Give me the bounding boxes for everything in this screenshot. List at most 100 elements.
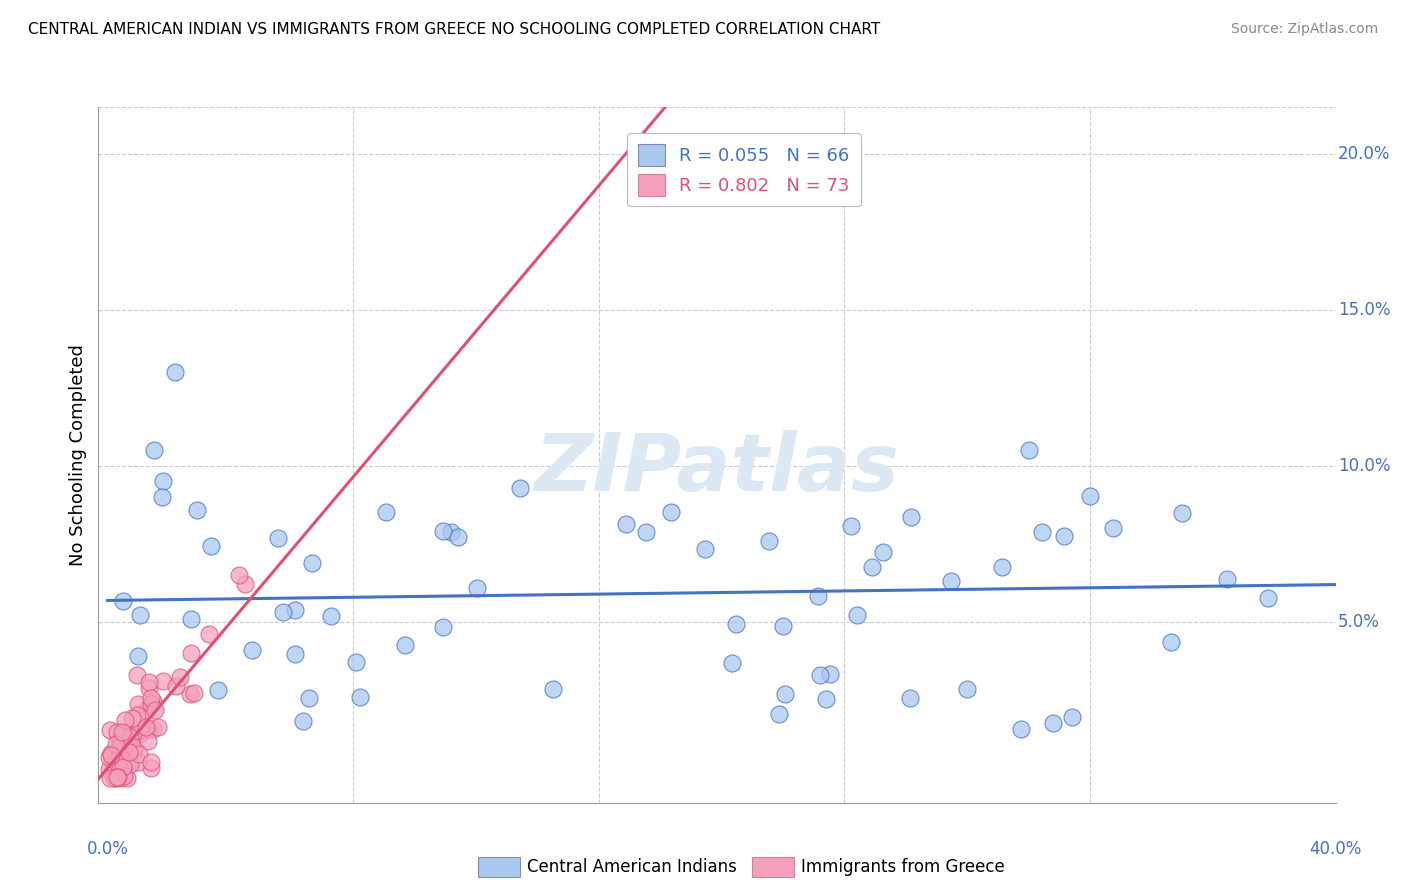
Point [440,525,463,540]
Point [107,770,129,784]
Point [107,749,129,764]
Point [138,681,160,695]
Point [129,725,152,739]
Point [152,475,174,489]
Point [108,735,131,749]
Point [128,608,150,623]
Point [179,687,201,701]
Point [344,655,367,669]
Point [321,609,343,624]
Point [349,690,371,704]
Point [200,539,222,553]
Point [111,593,134,607]
Point [142,443,165,458]
Point [432,524,454,539]
Point [808,668,831,682]
Point [1102,521,1125,535]
Point [105,770,128,784]
Point [292,714,315,728]
Legend: R = 0.055   N = 66, R = 0.802   N = 73: R = 0.055 N = 66, R = 0.802 N = 73 [627,134,860,206]
Point [447,530,470,544]
Point [118,731,141,745]
Point [1010,723,1032,737]
Point [111,725,134,739]
Text: ZIPatlas: ZIPatlas [534,430,900,508]
Point [898,690,921,705]
Text: Source: ZipAtlas.com: Source: ZipAtlas.com [1230,22,1378,37]
Point [136,734,159,748]
Point [186,502,208,516]
Point [139,691,162,706]
Point [1031,525,1053,540]
Point [541,681,564,696]
Point [758,534,780,549]
Point [127,648,149,663]
Point [180,646,202,660]
Point [860,559,883,574]
Point [97,763,120,777]
Point [118,754,141,768]
Point [266,531,288,545]
Point [105,751,128,765]
Text: 20.0%: 20.0% [1339,145,1391,163]
Point [721,656,744,670]
Text: Immigrants from Greece: Immigrants from Greece [801,858,1005,876]
Point [105,737,128,751]
Point [142,694,165,708]
Point [125,707,148,722]
Point [103,771,125,785]
Text: 40.0%: 40.0% [1309,840,1362,858]
Point [150,490,173,504]
Point [166,679,188,693]
Point [614,517,637,532]
Point [111,759,134,773]
Point [845,608,868,623]
Point [301,556,323,570]
Point [121,711,143,725]
Point [127,755,149,769]
Point [110,749,132,764]
Point [101,761,124,775]
Point [693,542,716,557]
Text: CENTRAL AMERICAN INDIAN VS IMMIGRANTS FROM GREECE NO SCHOOLING COMPLETED CORRELA: CENTRAL AMERICAN INDIAN VS IMMIGRANTS FR… [28,22,880,37]
Point [120,742,142,756]
Point [127,667,149,681]
Point [110,771,132,785]
Point [122,740,145,755]
Point [152,673,174,688]
Point [141,761,163,775]
Point [991,559,1014,574]
Point [142,722,165,736]
Point [118,745,141,759]
Point [773,687,796,701]
Point [114,713,136,727]
Point [240,643,263,657]
Point [284,603,307,617]
Point [128,747,150,761]
Point [98,723,121,737]
Point [1160,635,1182,649]
Point [271,605,294,619]
Point [110,764,132,778]
Point [129,723,152,738]
Point [118,731,141,746]
Point [183,685,205,699]
Point [139,755,162,769]
Point [1042,715,1064,730]
Point [105,756,128,770]
Point [120,757,142,772]
Point [120,741,142,756]
Point [135,719,157,733]
Point [127,698,149,712]
Point [872,545,894,559]
Point [807,589,830,603]
Point [108,762,131,776]
Point [1080,489,1102,503]
Point [165,365,187,379]
Point [105,725,128,739]
Text: 15.0%: 15.0% [1339,301,1391,318]
Point [139,697,162,711]
Point [207,682,229,697]
Point [108,745,131,759]
Text: 5.0%: 5.0% [1339,613,1381,631]
